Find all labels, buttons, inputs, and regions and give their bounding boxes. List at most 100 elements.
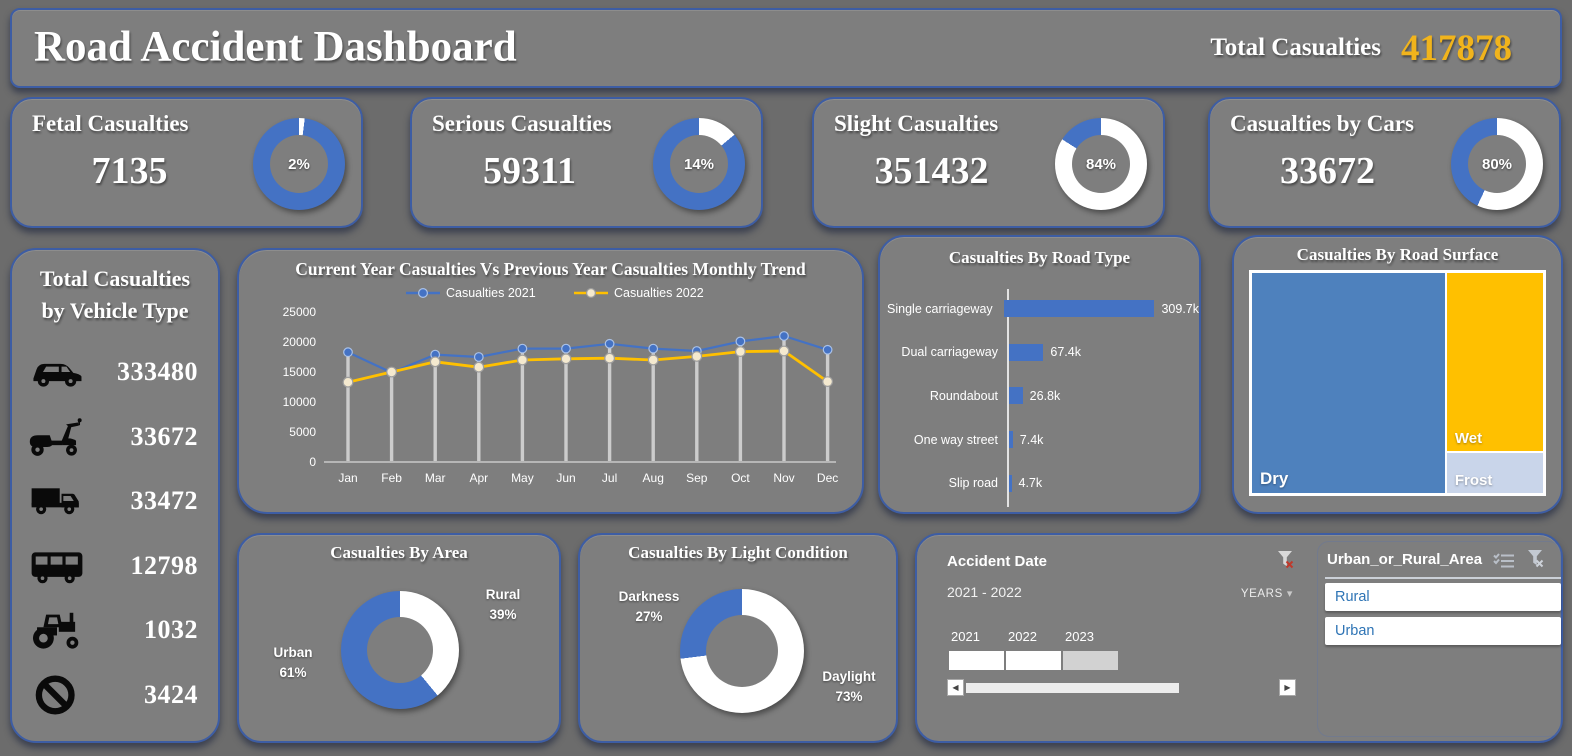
bar-row: One way street 7.4k — [880, 418, 1199, 462]
kpi-label: Serious Casualties — [432, 111, 612, 136]
bar-value-label: 309.7k — [1161, 301, 1199, 316]
vehicle-type-panel: Total Casualties by Vehicle Type 333480 3… — [10, 248, 220, 743]
vehicle-row: 33672 — [12, 405, 218, 470]
timeline-year-label: 2023 — [1065, 629, 1094, 644]
kpi-donut-chart: 84% — [1055, 118, 1147, 210]
timeline-segment-2022[interactable] — [1006, 651, 1061, 670]
bar — [1009, 431, 1013, 449]
svg-text:Mar: Mar — [425, 471, 446, 485]
svg-text:Feb: Feb — [381, 471, 402, 485]
slice-percent: 39% — [489, 606, 517, 622]
timeline-segment-2023[interactable] — [1063, 651, 1118, 670]
kpi-donut-chart: 2% — [253, 118, 345, 210]
kpi-value: 7135 — [91, 150, 168, 192]
bar-category-label: One way street — [913, 432, 998, 447]
svg-text:Jan: Jan — [338, 471, 357, 485]
timeline-scroll-left-button[interactable] — [947, 679, 964, 696]
vehicle-row: 333480 — [12, 340, 218, 405]
svg-text:Jun: Jun — [556, 471, 575, 485]
slicer-option-rural[interactable]: Rural — [1325, 583, 1561, 611]
bar-value-label: 26.8k — [1029, 388, 1061, 403]
vehicle-row: 1032 — [12, 598, 218, 663]
kpi-value: 59311 — [483, 150, 576, 192]
kpi-card-serious: Serious Casualties 59311 14% — [410, 97, 763, 228]
bar-chart-axis-line — [1007, 289, 1009, 507]
light-chart-title: Casualties By Light Condition — [628, 543, 848, 562]
vehicle-count: 33472 — [130, 486, 198, 516]
vehicle-count: 33672 — [130, 421, 198, 451]
road-type-chart-title: Casualties By Road Type — [948, 248, 1131, 267]
timeline-granularity-label: YEARS — [1240, 588, 1283, 600]
vehicle-row: 3424 — [12, 663, 218, 728]
vehicle-title-line2: by Vehicle Type — [41, 297, 189, 323]
slice-label: Daylight — [822, 669, 876, 684]
timeline-title: Accident Date — [947, 553, 1048, 570]
vehicle-count: 3424 — [144, 679, 198, 709]
area-chart-title: Casualties By Area — [330, 543, 468, 562]
timeline-year-label: 2022 — [1008, 629, 1037, 644]
slicer-options: Rural Urban — [1325, 583, 1561, 651]
area-chart-card: Casualties By Area Rural 39% Urban 61% — [237, 533, 561, 743]
treemap-cell-frost: Frost — [1445, 451, 1544, 494]
treemap-label: Frost — [1454, 471, 1493, 489]
bus-icon — [28, 544, 90, 588]
svg-text:Apr: Apr — [469, 471, 488, 485]
timeline-scrollbar-thumb[interactable] — [966, 683, 1179, 693]
road-surface-treemap: Dry Wet Frost — [1249, 270, 1546, 496]
no-entry-icon — [28, 673, 90, 717]
multi-select-icon[interactable] — [1493, 553, 1515, 574]
kpi-donut-chart: 14% — [653, 118, 745, 210]
vehicle-count: 333480 — [117, 357, 198, 387]
total-casualties-label: Total Casualties — [1210, 34, 1381, 61]
svg-text:25000: 25000 — [283, 305, 317, 319]
treemap-label: Dry — [1260, 469, 1289, 488]
bar — [1009, 387, 1023, 405]
total-casualties-group: Total Casualties 417878 — [1210, 10, 1512, 86]
vehicle-list: 333480 33672 33472 12798 1032 3424 — [12, 340, 218, 727]
car-icon — [28, 350, 90, 394]
treemap-cell-wet: Wet — [1445, 272, 1544, 452]
vehicle-title-line1: Total Casualties — [39, 266, 191, 291]
timeline-scroll-right-button[interactable] — [1279, 679, 1296, 696]
road-surface-chart-card: Casualties By Road Surface Dry Wet Frost — [1232, 235, 1563, 514]
vehicle-row: 12798 — [12, 534, 218, 599]
svg-text:Aug: Aug — [643, 471, 664, 485]
svg-text:10000: 10000 — [283, 395, 317, 409]
header-card: Road Accident Dashboard Total Casualties… — [10, 8, 1562, 88]
bar-category-label: Roundabout — [929, 388, 998, 403]
kpi-percent-label: 80% — [1481, 155, 1513, 173]
slicer-option-urban[interactable]: Urban — [1325, 617, 1561, 645]
timeline-year-label: 2021 — [951, 629, 980, 644]
slice-label: Urban — [273, 645, 313, 660]
svg-text:Casualties 2021: Casualties 2021 — [446, 286, 536, 300]
chevron-down-icon — [1283, 588, 1293, 600]
light-daylight-label: Daylight 73% — [802, 667, 896, 706]
slicer-clear-filter-icon[interactable] — [1527, 549, 1544, 573]
clear-filter-icon[interactable] — [1277, 550, 1294, 574]
timeline-granularity-dropdown[interactable]: YEARS — [1207, 587, 1293, 600]
kpi-card-slight: Slight Casualties 351432 84% — [812, 97, 1165, 228]
treemap-label: Wet — [1454, 429, 1483, 447]
svg-text:15000: 15000 — [283, 365, 317, 379]
svg-text:Dec: Dec — [817, 471, 838, 485]
road-surface-chart-title: Casualties By Road Surface — [1296, 245, 1499, 264]
kpi-value: 33672 — [1280, 150, 1375, 192]
kpi-percent-label: 2% — [288, 155, 310, 173]
bar-row: Single carriageway 309.7k — [880, 287, 1199, 331]
bar-row: Dual carriageway 67.4k — [880, 331, 1199, 375]
bar — [1009, 474, 1012, 492]
slice-percent: 73% — [835, 688, 863, 704]
vehicle-row: 33472 — [12, 469, 218, 534]
light-donut-chart — [680, 589, 804, 713]
svg-text:Oct: Oct — [731, 471, 750, 485]
svg-text:0: 0 — [309, 455, 316, 469]
slice-percent: 27% — [635, 608, 663, 624]
bar-value-label: 4.7k — [1018, 476, 1043, 491]
kpi-percent-label: 14% — [683, 155, 715, 173]
filters-card: Accident Date 2021 - 2022 YEARS Urban_or… — [915, 533, 1563, 743]
timeline-segment-2021[interactable] — [949, 651, 1004, 670]
svg-text:Jul: Jul — [602, 471, 617, 485]
svg-text:Nov: Nov — [773, 471, 794, 485]
scooter-icon — [28, 415, 90, 459]
